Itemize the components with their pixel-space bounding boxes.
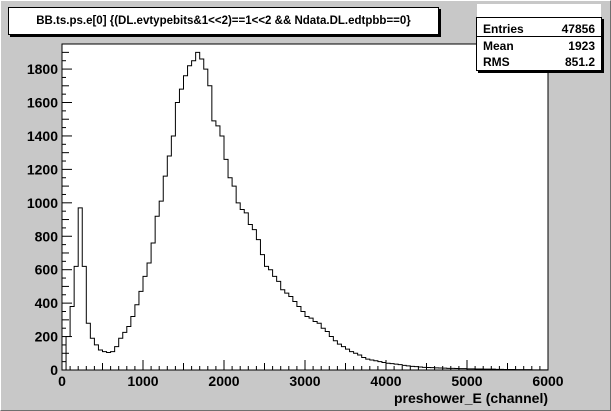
stats-row-mean: Mean 1923 [483,38,595,54]
y-axis: 0 200 400 600 800 1000 1200 1400 1600 1800 [27,43,72,378]
y-tick-label: 600 [35,262,59,278]
y-tick-label: 400 [35,295,59,311]
y-tick-label: 1200 [27,161,58,177]
stats-box-header [477,4,601,17]
stats-row-entries: Entries 47856 [483,21,595,37]
stats-value: 851.2 [564,55,595,69]
stats-label: Entries [483,22,524,36]
y-tick-label: 1600 [27,95,58,111]
stats-divider [477,36,601,37]
stats-value: 1923 [568,39,595,53]
x-tick-label: 1000 [127,373,158,389]
y-tick-label: 0 [50,362,58,378]
y-tick-label: 1400 [27,128,58,144]
x-tick-label: 0 [58,373,66,389]
histogram-line [62,51,548,371]
x-tick-label: 4000 [370,373,401,389]
x-tick-label: 6000 [532,373,563,389]
stats-label: RMS [483,55,510,69]
y-tick-label: 200 [35,329,59,345]
plot-area [61,43,549,371]
x-tick-label: 3000 [289,373,320,389]
y-tick-label: 800 [35,228,59,244]
histogram-series [62,51,548,371]
stats-value: 47856 [561,22,595,36]
stats-label: Mean [483,39,514,53]
chart-title-text: BB.ts.ps.e[0] {(DL.evtypebits&1<<2)==1<<… [36,15,411,27]
stats-box: Entries 47856 Mean 1923 RMS 851.2 [476,4,602,71]
y-tick-label: 1800 [27,61,58,77]
x-tick-label: 2000 [208,373,239,389]
x-axis-label: preshower_E (channel) [394,390,548,406]
x-tick-label: 5000 [451,373,482,389]
x-axis: 0 1000 2000 3000 4000 5000 6000 [58,360,564,389]
y-tick-label: 1000 [27,195,58,211]
chart-title: BB.ts.ps.e[0] {(DL.evtypebits&1<<2)==1<<… [8,7,439,35]
stats-row-rms: RMS 851.2 [483,54,595,70]
